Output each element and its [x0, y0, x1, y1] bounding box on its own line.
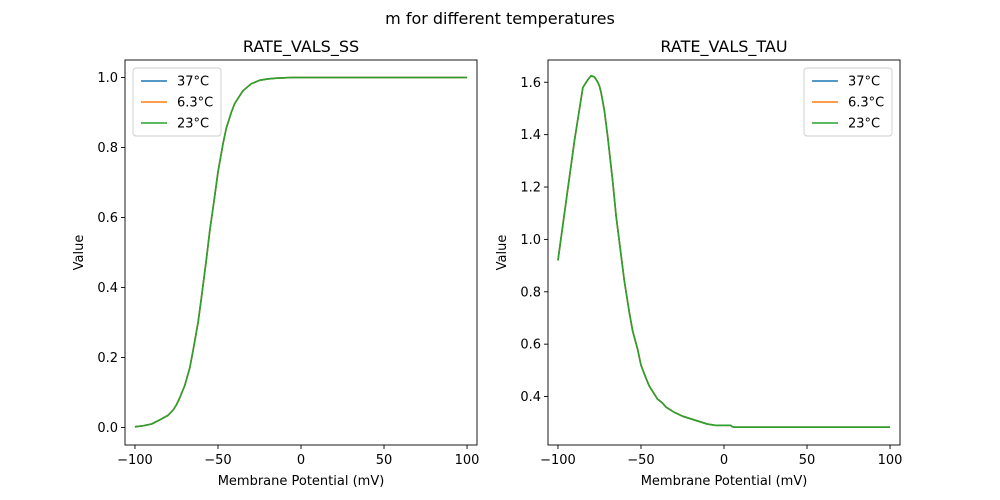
figure-suptitle: m for different temperatures: [385, 9, 615, 28]
x-tick-label: −100: [540, 453, 576, 468]
y-tick-label: 1.2: [520, 181, 541, 196]
legend-label-0: 37°C: [177, 75, 209, 90]
x-axis-label: Membrane Potential (mV): [218, 474, 385, 489]
y-tick-label: 0.8: [520, 285, 541, 300]
legend: 37°C 6.3°C 23°C: [132, 67, 222, 137]
y-tick-label: 1.0: [97, 71, 118, 86]
y-tick-label: 0.0: [97, 421, 118, 436]
legend-box: [803, 67, 893, 137]
y-tick-label: 1.4: [520, 128, 541, 143]
legend-label-2: 23°C: [848, 117, 880, 132]
y-tick-label: 0.6: [520, 338, 541, 353]
y-tick-label: 1.6: [520, 76, 541, 91]
x-tick-label: 0: [720, 453, 728, 468]
y-tick-label: 0.6: [97, 211, 118, 226]
x-tick-label: −50: [204, 453, 231, 468]
legend-label-1: 6.3°C: [848, 96, 884, 111]
x-tick-label: 100: [455, 453, 480, 468]
x-tick-label: 100: [878, 453, 903, 468]
legend-label-2: 23°C: [177, 117, 209, 132]
y-tick-label: 0.4: [520, 390, 541, 405]
chart-title: RATE_VALS_TAU: [660, 37, 787, 57]
x-tick-label: −100: [117, 453, 153, 468]
legend-label-0: 37°C: [848, 75, 880, 90]
x-tick-label: 0: [297, 453, 305, 468]
y-axis-label: Value: [495, 235, 510, 271]
y-tick-label: 0.4: [97, 281, 118, 296]
x-axis-label: Membrane Potential (mV): [641, 474, 808, 489]
x-tick-label: −50: [627, 453, 654, 468]
y-tick-label: 0.2: [97, 351, 118, 366]
y-tick-label: 0.8: [97, 141, 118, 156]
x-tick-label: 50: [376, 453, 393, 468]
series-line-2: [557, 74, 891, 428]
y-tick-label: 1.0: [520, 233, 541, 248]
legend-box: [132, 67, 222, 137]
legend: 37°C 6.3°C 23°C: [803, 67, 893, 137]
x-tick-label: 50: [799, 453, 816, 468]
chart-title: RATE_VALS_SS: [243, 37, 359, 57]
y-axis-label: Value: [72, 235, 87, 271]
chart-rate-vals-ss: RATE_VALS_SS −100 −50 0 50 100 0.0 0.2 0.4 0.6 0.8…: [72, 37, 479, 489]
legend-label-1: 6.3°C: [177, 96, 213, 111]
chart-rate-vals-tau: RATE_VALS_TAU −100 −50 0 50 100 0.4 0.6 0.8 1.0 1.…: [495, 37, 902, 489]
series-line-2: [134, 76, 468, 428]
